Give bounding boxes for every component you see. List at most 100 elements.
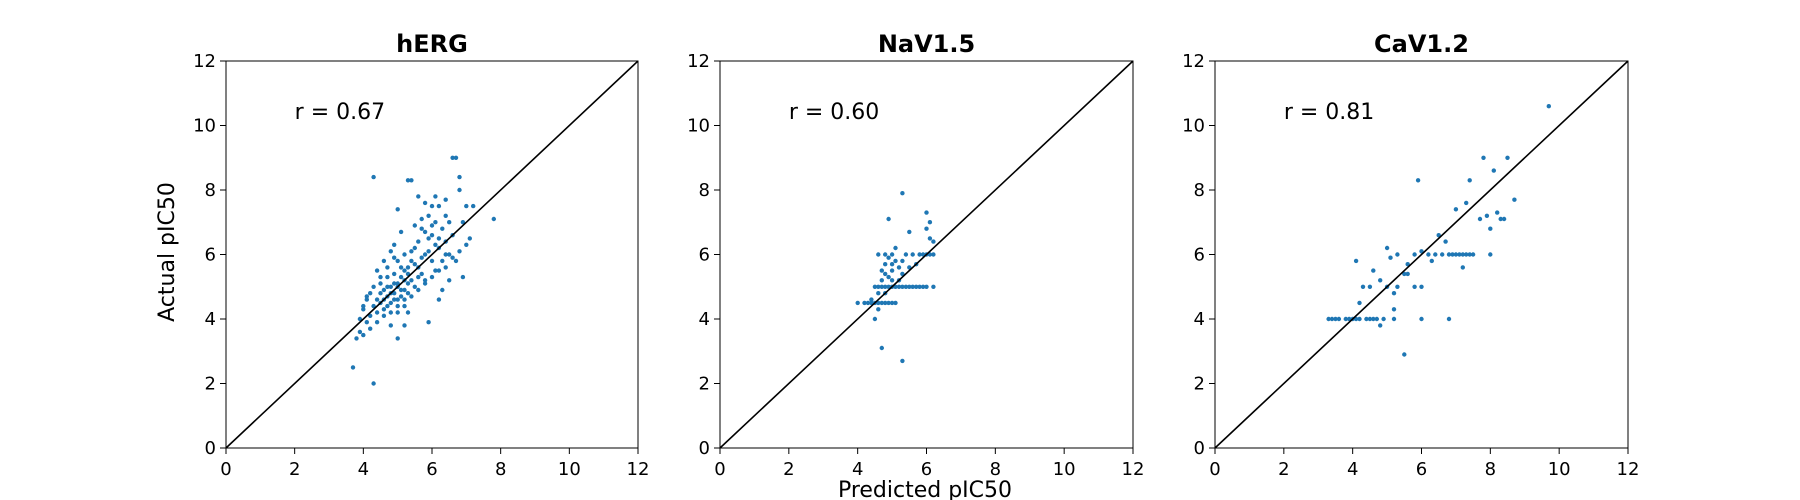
data-point (364, 320, 369, 325)
data-point (443, 265, 448, 270)
data-point (886, 274, 891, 280)
data-point (1464, 252, 1469, 257)
data-point (440, 258, 445, 264)
y-tick-label: 4 (205, 309, 216, 330)
data-point (405, 310, 411, 315)
data-point (1453, 207, 1459, 212)
data-point (1443, 239, 1448, 244)
data-point (419, 226, 424, 231)
data-point (398, 274, 404, 280)
data-point (1440, 252, 1445, 257)
data-point (381, 258, 387, 264)
data-point (917, 284, 922, 289)
data-point (886, 300, 891, 306)
y-tick-label: 2 (1194, 374, 1205, 395)
data-point (1391, 291, 1397, 296)
data-point (436, 236, 442, 241)
data-point (927, 220, 933, 225)
data-point (460, 220, 466, 225)
data-point (443, 197, 448, 202)
data-point (889, 300, 895, 306)
data-point (1405, 271, 1410, 277)
data-point (350, 365, 356, 370)
data-point (1378, 278, 1383, 283)
data-point (1460, 265, 1466, 270)
data-point (395, 258, 400, 264)
data-point (1426, 252, 1431, 257)
data-point (371, 284, 376, 289)
data-point (1481, 155, 1486, 160)
data-point (1395, 252, 1400, 257)
data-point (1546, 104, 1552, 109)
data-point (364, 297, 369, 302)
y-tick-label: 10 (193, 116, 216, 137)
data-point (931, 252, 936, 257)
data-point (1381, 316, 1386, 322)
data-point (422, 281, 428, 286)
correlation-annotation: r = 0.60 (789, 100, 879, 125)
y-axis-label: Actual pIC50 (155, 182, 180, 322)
data-point (429, 203, 435, 209)
data-point (402, 303, 407, 309)
data-point (412, 262, 417, 267)
data-point (893, 284, 898, 289)
data-point (1329, 316, 1335, 322)
x-tick-label: 10 (558, 459, 581, 480)
data-point (900, 258, 905, 264)
data-point (412, 223, 417, 228)
data-point (409, 249, 414, 254)
data-point (426, 320, 431, 325)
data-point (883, 271, 888, 277)
x-tick-label: 8 (495, 459, 506, 480)
data-point (374, 268, 380, 273)
data-point (385, 274, 390, 280)
x-tick-label: 10 (1548, 459, 1571, 480)
data-point (433, 268, 438, 273)
data-point (422, 229, 428, 235)
data-point (392, 281, 397, 286)
data-point (1374, 316, 1380, 322)
data-point (385, 284, 390, 289)
data-point (1360, 284, 1366, 289)
data-point (1357, 300, 1362, 306)
data-point (914, 284, 919, 289)
data-point (385, 265, 390, 270)
data-point (1512, 197, 1517, 202)
x-tick-label: 12 (1617, 459, 1640, 480)
data-point (368, 313, 373, 318)
x-axis-label: Predicted pIC50 (838, 478, 1012, 500)
x-tick-label: 12 (1122, 459, 1145, 480)
data-point (1391, 316, 1397, 322)
x-tick-label: 6 (921, 459, 932, 480)
data-point (931, 284, 936, 289)
data-point (460, 274, 466, 280)
correlation-annotation: r = 0.81 (1284, 100, 1374, 125)
data-point (419, 216, 424, 222)
data-point (927, 236, 933, 241)
data-point (457, 174, 462, 180)
data-point (398, 265, 404, 270)
data-point (409, 178, 414, 183)
data-point (392, 255, 397, 260)
x-tick-label: 8 (990, 459, 1001, 480)
panel-herg: 0 2 4 6 8 10 12 0 2 4 6 8 10 12 hERG r = 0.67 (193, 30, 649, 480)
data-point (385, 303, 390, 309)
data-point (876, 252, 881, 257)
x-tick-label: 4 (1347, 459, 1358, 480)
data-point (412, 284, 417, 289)
x-tick-label: 4 (358, 459, 369, 480)
data-point (1343, 316, 1349, 322)
x-tick-label: 10 (1053, 459, 1076, 480)
data-point (392, 242, 397, 247)
data-point (429, 223, 435, 228)
data-point (422, 200, 428, 206)
data-point (433, 194, 438, 199)
data-point (872, 316, 878, 322)
identity-line (1214, 60, 1629, 449)
data-point (924, 226, 929, 231)
data-point (869, 297, 874, 302)
x-tick-label: 0 (1209, 459, 1220, 480)
data-point (917, 252, 922, 257)
data-point (381, 307, 387, 312)
data-point (453, 155, 459, 160)
